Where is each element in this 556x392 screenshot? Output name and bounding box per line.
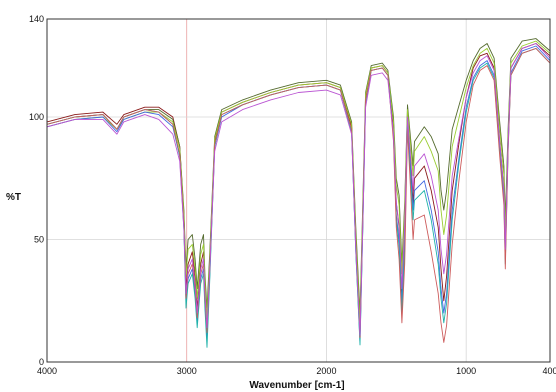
x-axis-label: Wavenumber [cm-1] <box>249 380 344 391</box>
y-tick-label: 100 <box>29 112 44 122</box>
y-tick-label: 140 <box>29 14 44 24</box>
spectrum-series-line-5 <box>46 47 551 348</box>
spectrum-series-line-2 <box>46 38 551 314</box>
x-tick-label: 3000 <box>177 366 197 376</box>
y-axis-label: %T <box>6 192 21 203</box>
y-tick-label: 50 <box>34 235 44 245</box>
spectrum-series-line-3 <box>46 40 551 324</box>
x-tick-label: 400 <box>542 366 556 376</box>
x-tick-label: 1000 <box>456 366 476 376</box>
y-tick-label: 0 <box>39 357 44 367</box>
plot-area <box>46 38 551 348</box>
spectrum-series-line-4 <box>46 45 551 343</box>
x-tick-label: 4000 <box>37 366 57 376</box>
spectrum-series-line-7 <box>46 43 551 336</box>
x-tick-label: 2000 <box>316 366 336 376</box>
spectrum-series-line-1 <box>46 43 551 334</box>
plot-frame <box>46 18 551 363</box>
